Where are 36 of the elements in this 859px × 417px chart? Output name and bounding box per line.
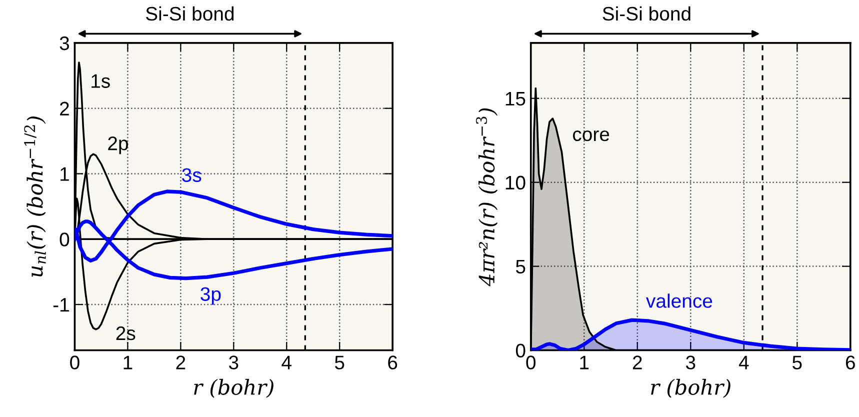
x-axis-title: r (bohr): [194, 378, 274, 398]
series-label: valence: [646, 294, 712, 308]
series-label: 3p: [200, 287, 221, 305]
x-tick-label: 6: [388, 356, 398, 370]
x-tick-label: 1: [124, 356, 132, 370]
x-tick-label: 4: [282, 356, 292, 370]
legend-label: 1s: [92, 74, 110, 88]
y-tick-label: 1: [60, 167, 69, 181]
y-axis-title: 4πr²n(r) (bohr$^{−3}$): [476, 108, 498, 286]
x-tick-label: 3: [228, 356, 238, 370]
y-tick-label: -1: [53, 298, 69, 312]
y-tick-label: 3: [60, 36, 70, 50]
x-tick-label: 3: [686, 356, 696, 370]
y-tick-label: 10: [506, 176, 526, 190]
series-label: core: [572, 130, 610, 142]
x-tick-label: 4: [738, 356, 749, 370]
y-tick-label: 15: [506, 92, 526, 106]
series-label: 2s: [116, 326, 136, 340]
series-label: 3s: [182, 168, 202, 182]
x-tick-label: 6: [846, 356, 855, 370]
series-label: 2p: [108, 136, 128, 154]
x-tick-label: 5: [334, 356, 344, 370]
y-tick-label: 0: [516, 344, 526, 358]
x-tick-label: 2: [632, 356, 642, 370]
y-axis-title: u$_{nl}$(r) (bohr$^{−1/2}$): [24, 116, 46, 277]
x-tick-label: 1: [580, 356, 589, 370]
x-tick-label: 2: [176, 356, 186, 370]
x-tick-label: 0: [70, 356, 80, 370]
x-tick-label: 0: [526, 356, 536, 370]
text: Si-Si bond: [146, 6, 234, 21]
text: Si-Si bond: [602, 6, 690, 21]
x-axis-title: r (bohr): [651, 378, 730, 398]
y-tick-label: 2: [60, 102, 69, 116]
x-tick-label: 5: [792, 356, 802, 370]
y-tick-label: 0: [60, 232, 70, 246]
y-tick-label: 5: [516, 260, 526, 274]
